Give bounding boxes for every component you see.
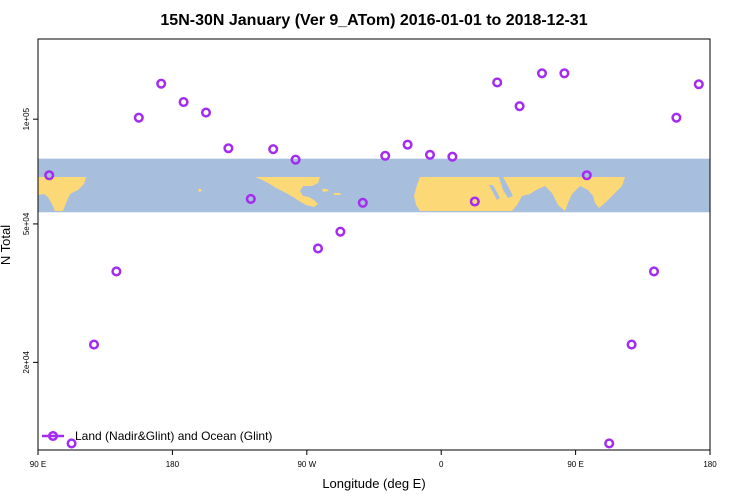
data-point xyxy=(335,226,346,237)
chart-title: 15N-30N January (Ver 9_ATom) 2016-01-01 … xyxy=(160,12,587,29)
land-north-america xyxy=(255,177,320,207)
x-tick-label: 180 xyxy=(703,460,717,469)
data-point xyxy=(200,107,212,118)
map-land xyxy=(38,177,625,211)
data-point xyxy=(268,144,279,155)
data-point xyxy=(671,112,682,123)
data-point xyxy=(559,68,570,79)
data-point xyxy=(447,151,458,162)
data-point xyxy=(133,112,144,123)
x-tick-label: 180 xyxy=(166,460,180,469)
data-point xyxy=(648,266,660,277)
y-axis: 2e+04 5e+04 1e+05 xyxy=(22,107,38,374)
data-point xyxy=(536,68,548,79)
data-point xyxy=(604,438,615,449)
land-africa-eurasia xyxy=(414,177,625,211)
map-band xyxy=(38,158,710,213)
legend: Land (Nadir&Glint) and Ocean (Glint) xyxy=(42,429,272,443)
data-point xyxy=(693,79,704,90)
legend-marker xyxy=(47,430,59,442)
data-point xyxy=(245,193,256,204)
land-caribbean xyxy=(322,189,341,195)
y-tick-label: 1e+05 xyxy=(22,107,31,130)
y-axis-label: N Total xyxy=(0,225,13,265)
data-point xyxy=(402,139,413,150)
data-point xyxy=(223,143,234,154)
data-point xyxy=(424,149,436,160)
data-point xyxy=(626,339,637,350)
land-hawaii xyxy=(198,189,202,192)
x-tick-label: 90 E xyxy=(30,460,46,469)
data-point xyxy=(66,438,77,449)
data-point xyxy=(581,170,592,181)
data-point xyxy=(469,196,480,207)
data-point xyxy=(156,78,167,89)
land-red-sea xyxy=(489,185,500,200)
x-tick-label: 90 E xyxy=(567,460,583,469)
data-point xyxy=(357,197,368,208)
x-axis: 90 E 180 90 W 0 90 E 180 xyxy=(30,450,717,469)
y-tick-label: 5e+04 xyxy=(22,212,31,235)
data-point xyxy=(380,150,391,161)
land-philippines xyxy=(610,186,614,192)
plot-frame xyxy=(37,38,711,451)
y-tick-label: 2e+04 xyxy=(22,351,31,374)
data-points xyxy=(44,68,704,449)
x-axis-label: Longitude (deg E) xyxy=(322,476,425,491)
x-tick-label: 90 W xyxy=(297,460,316,469)
data-point xyxy=(88,339,100,350)
data-point xyxy=(44,170,55,181)
data-point xyxy=(290,154,301,165)
data-point xyxy=(178,97,189,108)
data-point xyxy=(312,243,324,254)
land-arabia-gap xyxy=(499,177,513,198)
data-point xyxy=(514,101,525,112)
land-asia-west xyxy=(38,177,86,211)
x-tick-label: 0 xyxy=(439,460,444,469)
legend-label: Land (Nadir&Glint) and Ocean (Glint) xyxy=(75,429,272,443)
data-point xyxy=(492,77,503,88)
data-point xyxy=(111,266,122,277)
